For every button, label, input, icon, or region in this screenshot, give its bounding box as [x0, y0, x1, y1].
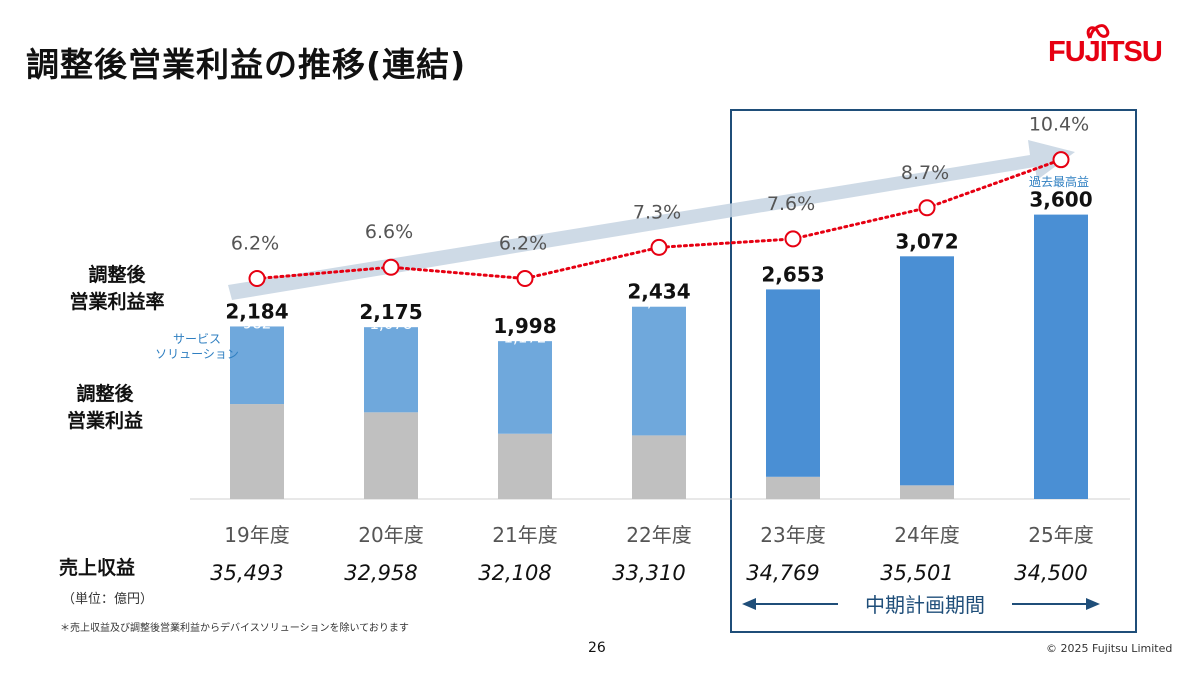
- bar-service-solutions: [766, 289, 820, 477]
- bar-service-solutions-label: 2,372: [772, 272, 815, 290]
- revenue-value: 34,769: [746, 561, 819, 585]
- margin-label: 6.2%: [499, 233, 547, 255]
- bar-service-solutions: [364, 327, 418, 413]
- plan-arrow-right-head: [1086, 598, 1100, 610]
- margin-label-line-1: 調整後: [88, 264, 146, 286]
- revenue-value: 33,310: [612, 561, 685, 585]
- profit-label-line-1: 調整後: [76, 383, 134, 405]
- bar-service-solutions-label: 1,172: [504, 329, 547, 347]
- profit-label-line-2: 営業利益: [66, 410, 143, 432]
- bar-other-segment: [364, 412, 418, 499]
- margin-label: 10.4%: [1029, 114, 1089, 136]
- plan-arrow-left-head: [742, 598, 756, 610]
- bar-service-solutions: [900, 256, 954, 486]
- revenue-label: 売上収益: [58, 557, 135, 579]
- margin-point: [382, 258, 400, 276]
- service-solutions-line-1: サービス: [172, 332, 221, 346]
- bar-total-label: 2,434: [627, 280, 690, 304]
- bar-service-solutions-label: 1,078: [370, 315, 413, 333]
- x-tick-label: 24年度: [894, 523, 959, 547]
- margin-label: 6.2%: [231, 233, 279, 255]
- bar-service-solutions-label: 1,629: [638, 292, 681, 310]
- margin-label: 7.6%: [767, 193, 815, 215]
- record-high-label: 過去最高益: [1029, 174, 1089, 189]
- margin-label-line-2: 営業利益率: [69, 291, 165, 313]
- x-tick-label: 25年度: [1028, 523, 1093, 547]
- service-solutions-line-2: ソリューション: [155, 347, 239, 361]
- bar-other-segment: [230, 404, 284, 499]
- bar-total-label: 2,653: [761, 262, 824, 286]
- bar-service-solutions-label: 3,600: [1040, 192, 1083, 210]
- bar-service-solutions: [632, 306, 686, 436]
- bar-service-solutions-label: 982: [243, 315, 272, 333]
- bar-service-solutions: [230, 326, 284, 405]
- bar-total-label: 3,600: [1029, 188, 1092, 212]
- logo-infinity-icon: [1086, 24, 1110, 39]
- service-solutions-label: サービス ソリューション: [142, 332, 252, 362]
- bar-service-solutions-label: 2,899: [906, 237, 949, 255]
- x-tick-label: 20年度: [358, 523, 423, 547]
- plan-period-label: 中期計画期間: [865, 593, 985, 617]
- x-tick-label: 21年度: [492, 523, 557, 547]
- trend-arrow: [228, 140, 1075, 300]
- bar-other-segment: [632, 435, 686, 499]
- x-tick-label: 19年度: [224, 523, 289, 547]
- revenue-value: 32,108: [478, 561, 551, 585]
- bar-other-segment: [498, 433, 552, 499]
- revenue-value: 35,493: [210, 561, 283, 585]
- margin-point: [918, 199, 936, 217]
- revenue-value: 32,958: [344, 561, 417, 585]
- revenue-value: 35,501: [880, 561, 953, 585]
- bar-other-segment: [900, 485, 954, 499]
- margin-point: [784, 230, 802, 248]
- fujitsu-logo: FUJITSU: [1048, 14, 1164, 70]
- profit-axis-label: 調整後 営業利益: [30, 381, 180, 435]
- x-tick-label: 22年度: [626, 523, 691, 547]
- x-tick-label: 23年度: [760, 523, 825, 547]
- bar-total-label: 1,998: [493, 314, 556, 338]
- bar-other-segment: [766, 476, 820, 499]
- bar-total-label: 2,175: [359, 300, 422, 324]
- margin-point: [650, 238, 668, 256]
- copyright: © 2025 Fujitsu Limited: [1046, 642, 1173, 655]
- margin-label: 8.7%: [901, 162, 949, 184]
- margin-label: 7.3%: [633, 201, 681, 223]
- page-title: 調整後営業利益の推移(連結): [26, 45, 467, 84]
- bar-total-label: 2,184: [225, 299, 288, 323]
- page-number: 26: [588, 640, 606, 656]
- revenue-value: 34,500: [1014, 561, 1087, 585]
- plan-period-box: [730, 109, 1137, 633]
- unit-note: （単位：億円）: [62, 592, 154, 607]
- margin-label: 6.6%: [365, 221, 413, 243]
- footnote: ＊売上収益及び調整後営業利益からデバイスソリューションを除いております: [60, 623, 409, 634]
- margin-point: [516, 270, 534, 288]
- bar-service-solutions: [498, 341, 552, 434]
- bar-total-label: 3,072: [895, 229, 958, 253]
- logo-text: FUJITSU: [1048, 36, 1163, 68]
- margin-axis-label: 調整後 営業利益率: [42, 262, 192, 316]
- bar-service-solutions: [1034, 214, 1088, 499]
- margin-point: [248, 270, 266, 288]
- margin-point: [1052, 151, 1070, 169]
